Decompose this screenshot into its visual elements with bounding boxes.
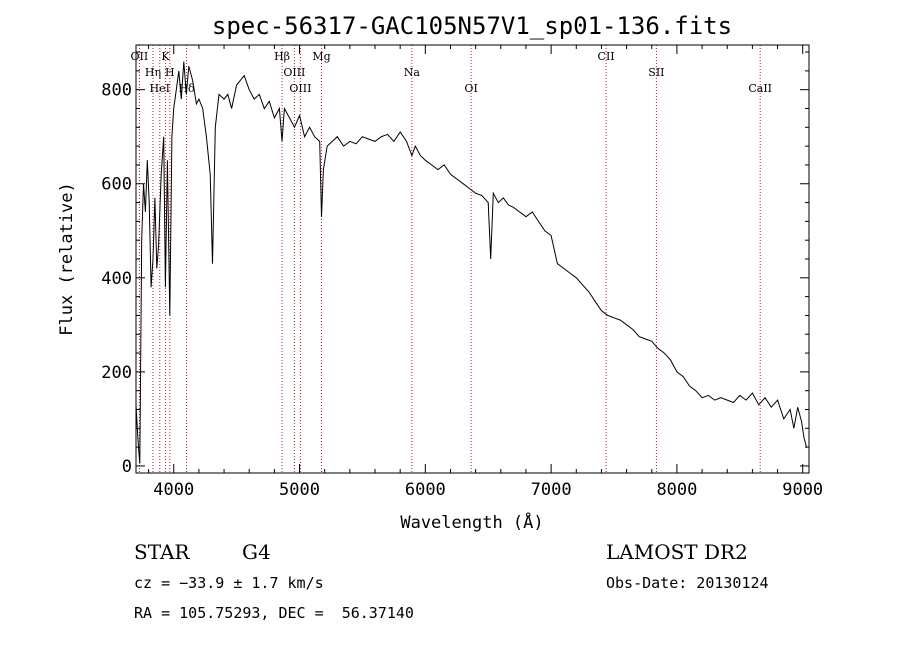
observation-date: Obs-Date: 20130124 <box>606 574 769 592</box>
object-type: STAR <box>134 540 190 564</box>
y-axis-label: Flux (relative) <box>57 182 77 336</box>
x-axis-ticks: 4000 5000 6000 7000 8000 9000 <box>148 45 823 500</box>
y-tick-label: 200 <box>101 363 132 383</box>
spectral-line-label: OII <box>131 50 149 63</box>
y-tick-label: 600 <box>101 175 132 195</box>
x-tick-label: 8000 <box>656 480 697 500</box>
object-subclass: G4 <box>242 540 271 564</box>
spectral-line-label: Na <box>404 66 421 79</box>
sky-coordinates: RA = 105.75293, DEC = 56.37140 <box>134 604 414 622</box>
spectral-line-label: OI <box>464 82 477 95</box>
flux-series-line <box>135 61 807 464</box>
redshift-velocity: cz = −33.9 ± 1.7 km/s <box>134 574 324 592</box>
spectral-line-label: Mg <box>312 50 330 63</box>
spectral-line-label: CaII <box>748 82 772 95</box>
spectral-line-label: HeI <box>150 82 170 95</box>
y-axis-ticks: 0 200 400 600 800 <box>101 51 809 477</box>
y-tick-label: 400 <box>101 269 132 289</box>
y-tick-label: 0 <box>122 457 132 477</box>
x-tick-label: 6000 <box>405 480 446 500</box>
spectral-line-label: Hη <box>145 66 161 79</box>
spectral-line-label: OIII <box>289 82 311 95</box>
spectral-line-label: K <box>161 50 170 63</box>
x-tick-label: 5000 <box>279 480 320 500</box>
x-tick-label: 9000 <box>782 480 823 500</box>
plot-frame <box>135 44 810 474</box>
spectral-line-label: H <box>165 66 175 79</box>
spectral-line-label: Hβ <box>274 50 290 63</box>
chart-title: spec-56317-GAC105N57V1_sp01-136.fits <box>212 12 732 40</box>
x-tick-label: 7000 <box>531 480 572 500</box>
x-axis-label: Wavelength (Å) <box>400 511 543 533</box>
spectral-line-markers <box>138 45 761 473</box>
spectral-line-label: CII <box>598 50 615 63</box>
y-tick-label: 800 <box>101 81 132 101</box>
spectral-line-label: OIII <box>283 66 305 79</box>
spectral-line-label: SII <box>648 66 664 79</box>
survey-name: LAMOST DR2 <box>606 540 748 564</box>
x-tick-label: 4000 <box>153 480 194 500</box>
